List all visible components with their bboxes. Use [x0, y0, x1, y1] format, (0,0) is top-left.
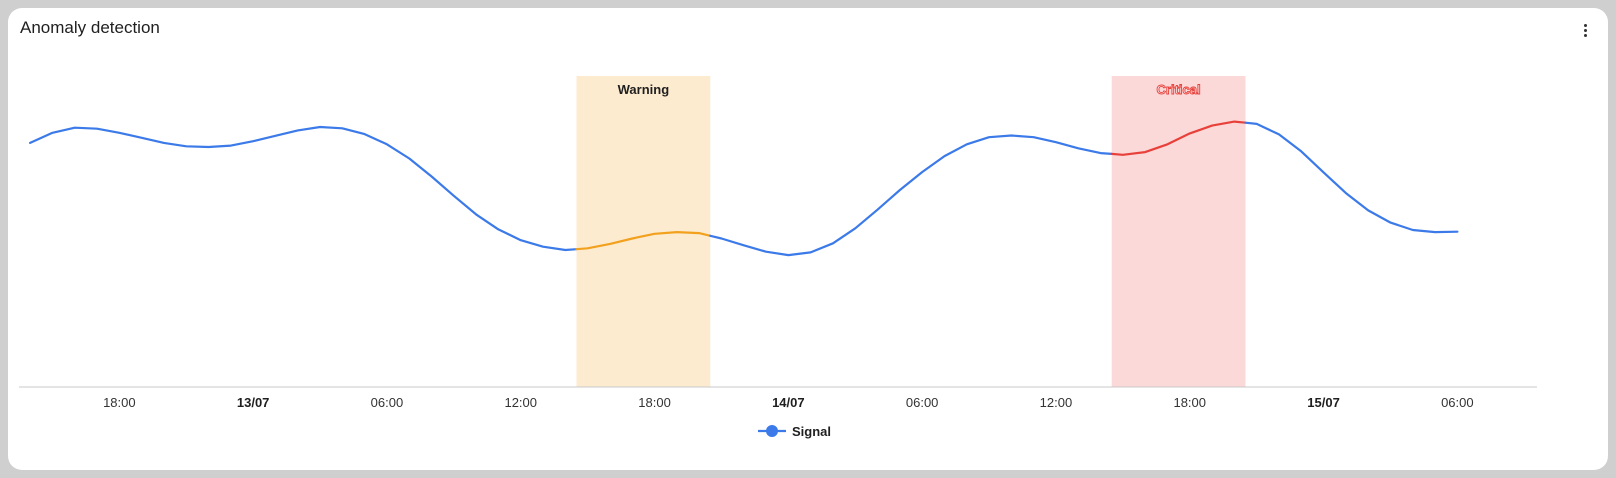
warning-band [576, 76, 711, 387]
x-tick-label: 18:00 [103, 395, 136, 410]
chart-card: Anomaly detection Warning Critical 18:00 13… [8, 8, 1608, 470]
signal-line-warning-segment [575, 231, 712, 251]
x-tick-label: 12:00 [1040, 395, 1073, 410]
signal-line-segment [29, 125, 578, 252]
x-tick-label: 06:00 [906, 395, 939, 410]
x-tick-label: 12:00 [504, 395, 537, 410]
card-title: Anomaly detection [20, 18, 160, 37]
critical-band-label: Critical [1157, 82, 1201, 97]
legend: Signal [758, 424, 831, 439]
x-tick-label: 14/07 [772, 395, 805, 410]
critical-band [1111, 76, 1246, 387]
more-vert-icon[interactable] [1578, 20, 1592, 40]
x-tick-label: 13/07 [237, 395, 270, 410]
signal-line-segment [1244, 121, 1459, 234]
legend-swatch-marker [766, 425, 778, 437]
signal-line-critical-segment [1110, 120, 1247, 156]
line-chart: Warning Critical 18:00 13/07 06:00 12:00 18:00… [19, 76, 1537, 439]
menu-dot [1583, 28, 1587, 32]
x-tick-label: 06:00 [371, 395, 404, 410]
x-tick-label: 18:00 [1173, 395, 1206, 410]
x-tick-label: 18:00 [638, 395, 671, 410]
x-tick-label: 15/07 [1307, 395, 1340, 410]
menu-dot [1583, 23, 1587, 27]
warning-band-label: Warning [618, 82, 670, 97]
legend-label-signal: Signal [792, 424, 831, 439]
menu-dot [1583, 33, 1587, 37]
signal-line-segment [709, 134, 1113, 257]
x-tick-label: 06:00 [1441, 395, 1474, 410]
